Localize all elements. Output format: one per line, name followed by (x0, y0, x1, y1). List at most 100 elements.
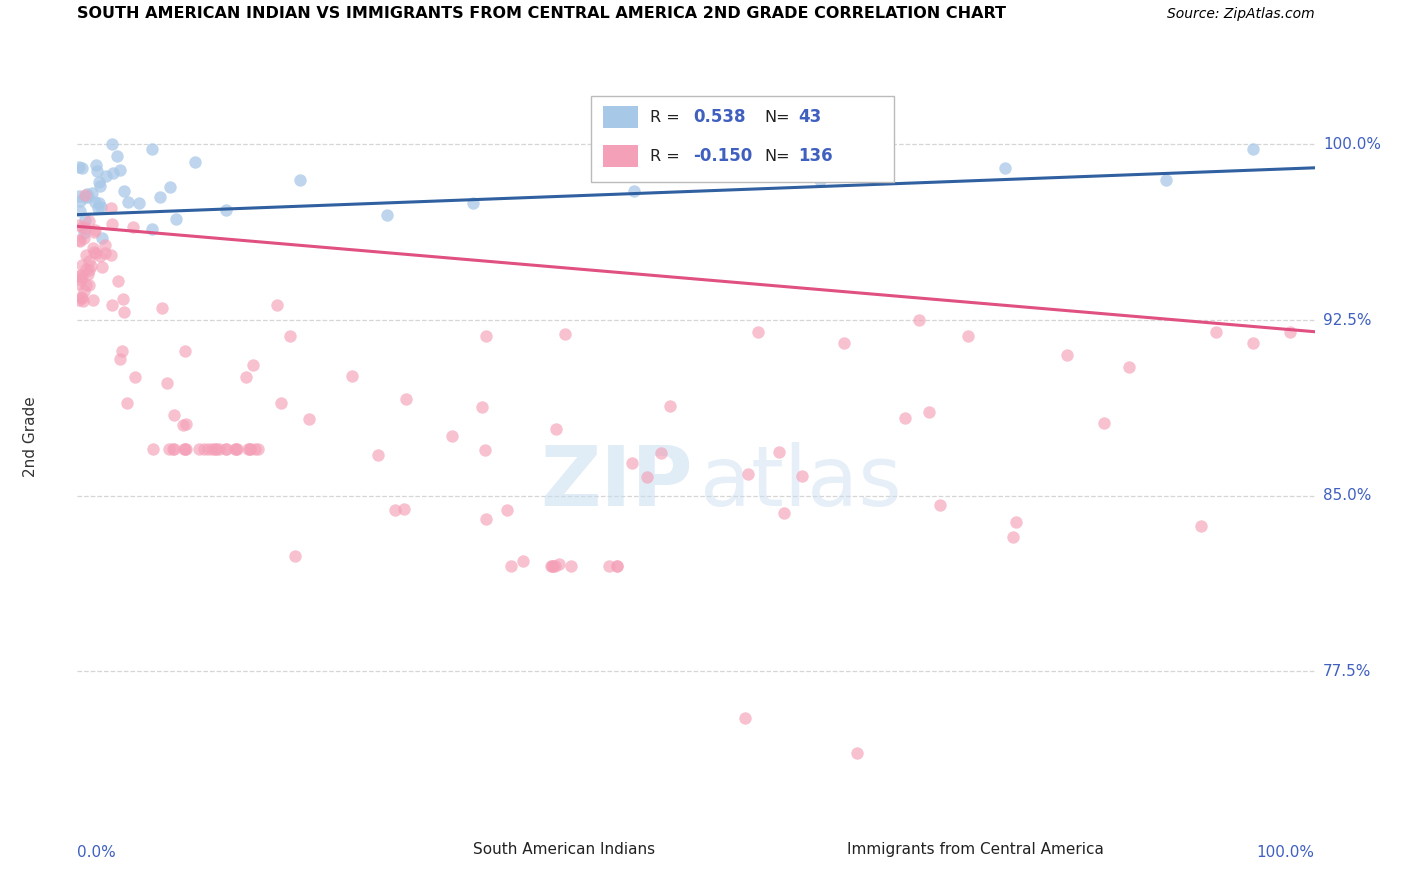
Point (73, 213, 96, 227)
Point (79, 214, 101, 228)
Point (163, 442, 186, 456)
Point (475, 512, 498, 526)
Bar (603, 145, 638, 168)
Point (69, 161, 91, 175)
Point (110, 351, 132, 366)
Point (82, 241, 104, 255)
Point (560, 558, 582, 573)
Point (543, 558, 565, 573)
Point (1092, 416, 1115, 430)
Point (111, 344, 134, 359)
Point (73, 226, 96, 240)
Point (239, 442, 262, 456)
Point (72, 294, 94, 309)
Point (75, 261, 97, 276)
Point (790, 469, 813, 483)
Point (77, 267, 100, 281)
Point (174, 442, 197, 456)
Point (395, 392, 418, 407)
Point (77, 253, 100, 268)
Point (606, 558, 628, 573)
Point (659, 399, 682, 413)
Point (87, 196, 110, 211)
Point (768, 445, 790, 459)
Point (204, 442, 226, 456)
Point (67, 268, 90, 283)
Point (1118, 359, 1140, 374)
Text: Source: ZipAtlas.com: Source: ZipAtlas.com (1167, 7, 1315, 21)
Point (94, 237, 117, 252)
Text: 92.5%: 92.5% (1323, 312, 1371, 327)
Point (112, 305, 135, 319)
Point (162, 442, 184, 456)
Point (392, 501, 415, 516)
Text: atlas: atlas (700, 442, 901, 523)
Point (499, 558, 522, 573)
Point (87, 175, 110, 189)
Point (1002, 530, 1025, 544)
Point (69, 194, 91, 209)
Point (67, 277, 90, 292)
Point (1278, 325, 1301, 339)
Point (808, 172, 831, 186)
Point (83, 223, 105, 237)
Point (845, 746, 868, 760)
Point (440, 429, 463, 443)
Point (474, 328, 496, 343)
Point (107, 274, 129, 288)
Point (606, 558, 628, 573)
Point (193, 442, 215, 456)
Point (67, 189, 90, 203)
Point (84, 246, 107, 260)
Point (75, 190, 97, 204)
Point (201, 442, 224, 456)
Point (163, 408, 186, 422)
Point (67, 293, 90, 308)
Point (83, 225, 105, 239)
Point (117, 395, 139, 409)
Point (111, 292, 134, 306)
Text: R =: R = (650, 149, 681, 163)
Point (929, 498, 952, 512)
Text: R =: R = (650, 110, 681, 125)
Point (235, 370, 257, 384)
Point (188, 442, 211, 456)
Point (1241, 142, 1264, 156)
Point (112, 184, 135, 198)
Point (225, 442, 247, 456)
Point (90, 200, 112, 214)
Text: 2nd Grade: 2nd Grade (22, 397, 38, 477)
Point (75, 248, 97, 262)
Point (70, 220, 93, 235)
Point (82, 293, 104, 307)
Point (173, 343, 195, 358)
Point (94, 245, 117, 260)
Point (957, 329, 980, 343)
Point (149, 189, 172, 203)
Point (270, 395, 292, 409)
Point (540, 558, 562, 573)
Bar (603, 106, 638, 128)
Point (284, 549, 307, 564)
Point (91, 260, 114, 274)
Text: 85.0%: 85.0% (1323, 488, 1371, 503)
Point (105, 148, 128, 162)
Point (141, 142, 163, 156)
Point (70, 289, 93, 303)
Point (243, 442, 266, 456)
Point (76, 190, 98, 204)
Point (86, 164, 108, 178)
Point (734, 711, 756, 725)
Point (84, 158, 107, 172)
Point (89, 179, 111, 194)
Point (174, 442, 197, 456)
Point (215, 442, 238, 456)
Point (84, 195, 107, 210)
Point (73, 231, 96, 245)
Point (342, 369, 364, 384)
Point (598, 558, 620, 573)
Point (79, 259, 101, 273)
Point (1205, 325, 1227, 339)
Text: 77.5%: 77.5% (1323, 664, 1371, 679)
Point (67, 219, 90, 233)
